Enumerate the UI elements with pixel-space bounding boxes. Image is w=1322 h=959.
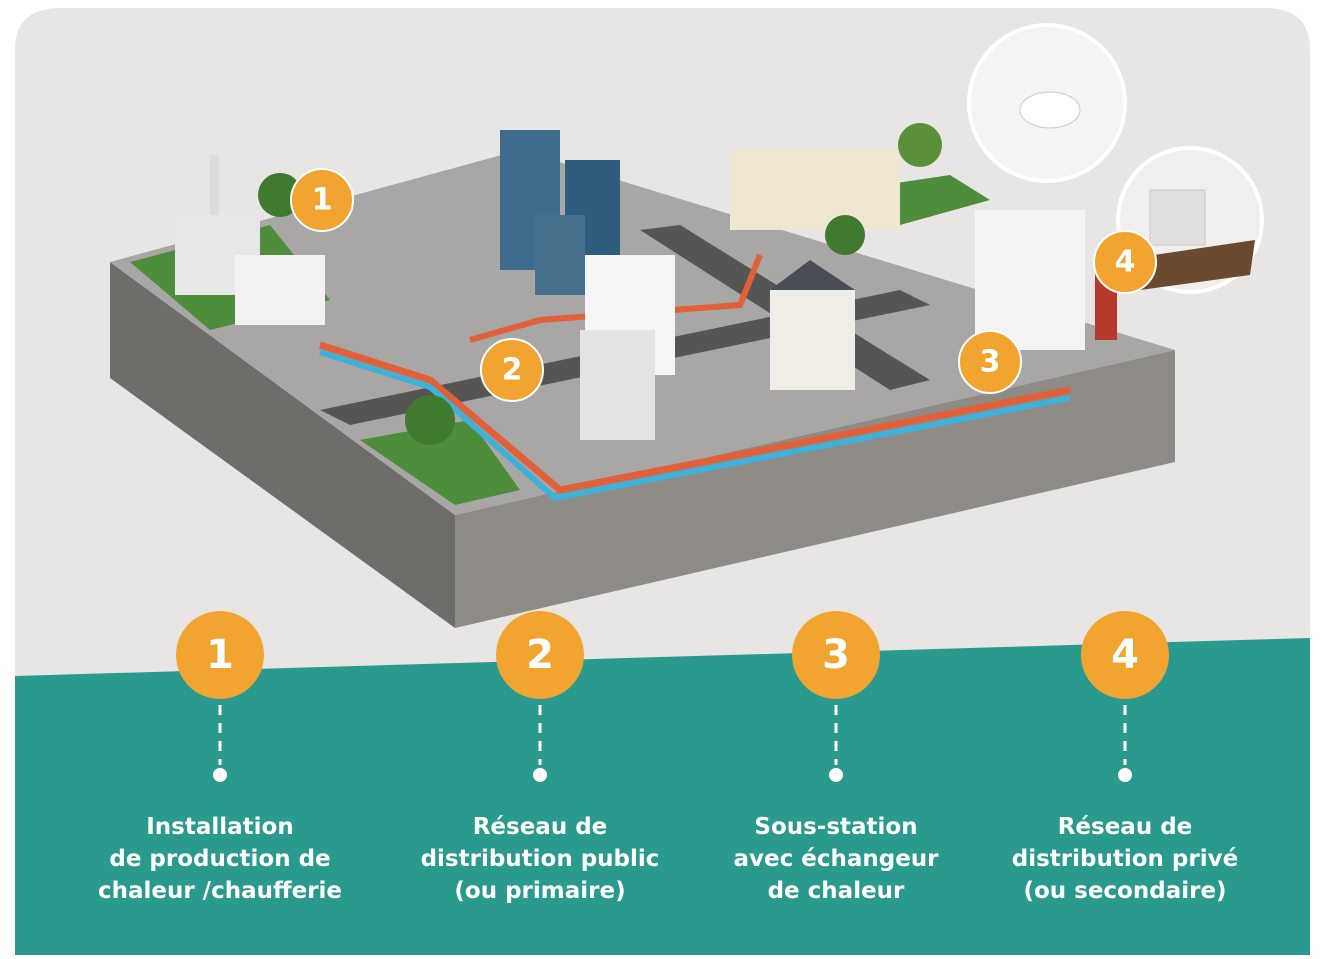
step-label: Sous-station [754,814,917,840]
step-label: de chaleur [768,878,905,904]
chimney [210,155,219,215]
step-number: 3 [822,632,850,678]
step-label: Réseau de [1058,814,1193,840]
step-label: distribution public [421,846,660,872]
step-label: avec échangeur [733,846,939,872]
step-dot [829,768,843,782]
tree [898,123,942,167]
house [770,290,855,390]
building [975,210,1085,350]
building [235,255,325,325]
sink [1020,92,1080,128]
page: 1 2 3 4 1 Installation de production de cha… [0,0,1322,955]
step-label: de production de [109,846,330,872]
step-dot [533,768,547,782]
radiator [1150,190,1205,245]
tree [405,395,455,445]
step-label: Réseau de [473,814,608,840]
step-dot [1118,768,1132,782]
step-label: Installation [146,814,293,840]
step-label: (ou secondaire) [1023,878,1226,904]
marker-number: 3 [980,345,1001,380]
marker-number: 4 [1115,245,1136,280]
infographic: 1 2 3 4 1 Installation de production de cha… [0,0,1322,955]
step-label: (ou primaire) [454,878,625,904]
step-label: distribution privé [1012,846,1238,872]
step-label: chaleur /chaufferie [98,878,342,904]
marker-number: 1 [312,183,333,218]
step-number: 2 [526,632,554,678]
step-number: 1 [206,632,234,678]
tree [825,215,865,255]
building [730,150,900,230]
building [580,330,655,440]
step-number: 4 [1111,632,1139,678]
step-dot [213,768,227,782]
tower [535,215,585,295]
marker-number: 2 [502,353,523,388]
